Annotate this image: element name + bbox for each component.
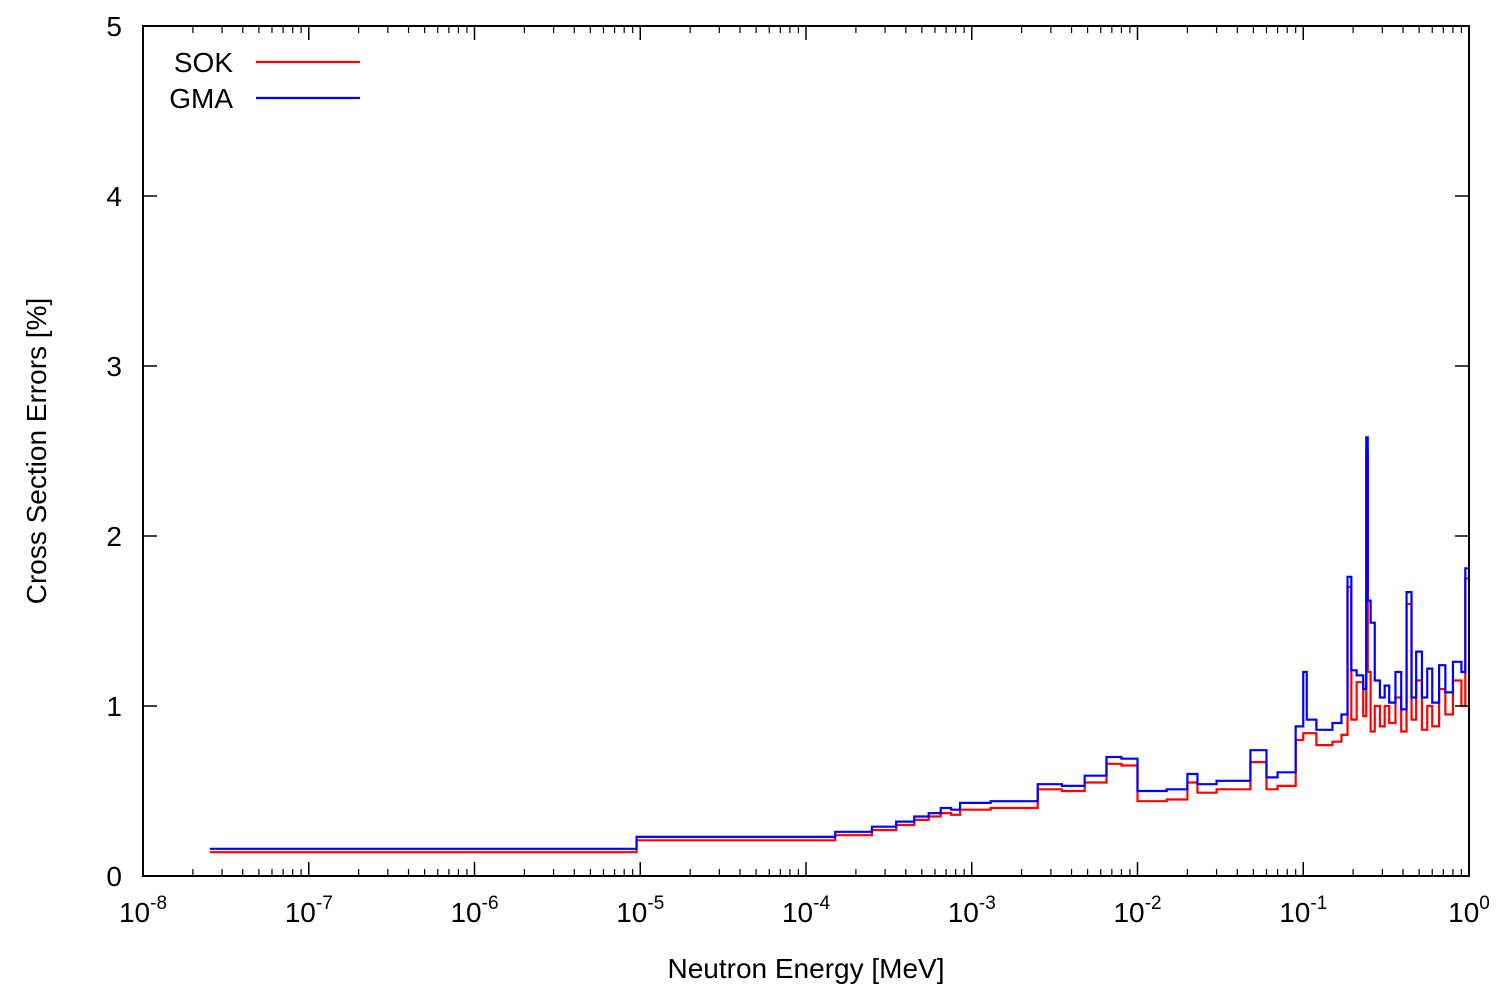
- x-tick-labels: 10-8 10-7 10-6 10-5 10-4 10-3 10-2 10-1 100: [119, 893, 1490, 928]
- x-tick-label-base: 10: [782, 897, 813, 928]
- x-tick-label: 10-3: [948, 893, 996, 928]
- x-tick-label: 10-4: [782, 893, 830, 928]
- x-tick-label-base: 10: [285, 897, 316, 928]
- x-tick-label-exponent: -2: [1145, 893, 1162, 914]
- x-tick-label-exponent: -3: [979, 893, 996, 914]
- legend-label-gma: GMA: [169, 83, 233, 114]
- y-tick-label: 3: [106, 351, 122, 382]
- series-line-gma: [209, 436, 1469, 850]
- x-tick-label-exponent: -8: [150, 893, 167, 914]
- x-tick-label: 10-5: [616, 893, 664, 928]
- legend-label-sok: SOK: [174, 47, 233, 78]
- x-tick-label-exponent: -7: [316, 893, 333, 914]
- y-tick-label: 2: [106, 521, 122, 552]
- y-tick-labels: 0 1 2 3 4 5: [106, 11, 122, 892]
- x-tick-label-exponent: -4: [813, 893, 830, 914]
- x-tick-label-exponent: -5: [647, 893, 664, 914]
- ticks-layer: [142, 25, 1470, 877]
- x-tick-label: 10-8: [119, 893, 167, 928]
- x-tick-label-base: 10: [948, 897, 979, 928]
- x-tick-label: 10-1: [1279, 893, 1327, 928]
- y-tick-label: 5: [106, 11, 122, 42]
- y-tick-label: 1: [106, 691, 122, 722]
- x-tick-label-base: 10: [119, 897, 150, 928]
- x-tick-label-exponent: -1: [1310, 893, 1327, 914]
- x-tick-label: 10-6: [450, 893, 498, 928]
- x-tick-label-base: 10: [450, 897, 481, 928]
- x-axis-label: Neutron Energy [MeV]: [667, 953, 944, 984]
- x-tick-label: 100: [1448, 893, 1490, 928]
- y-tick-label: 0: [106, 861, 122, 892]
- x-tick-label-exponent: -6: [482, 893, 499, 914]
- y-axis-label: Cross Section Errors [%]: [21, 298, 52, 605]
- x-tick-label-base: 10: [616, 897, 647, 928]
- x-tick-label: 10-7: [285, 893, 333, 928]
- x-tick-label-exponent: 0: [1479, 893, 1490, 914]
- x-tick-label-base: 10: [1448, 897, 1479, 928]
- x-tick-label-base: 10: [1279, 897, 1310, 928]
- series-layer: [209, 436, 1469, 854]
- x-tick-label: 10-2: [1113, 893, 1161, 928]
- legend: SOK GMA: [169, 47, 360, 114]
- y-tick-label: 4: [106, 181, 122, 212]
- x-tick-label-base: 10: [1113, 897, 1144, 928]
- series-line-sok: [209, 449, 1469, 854]
